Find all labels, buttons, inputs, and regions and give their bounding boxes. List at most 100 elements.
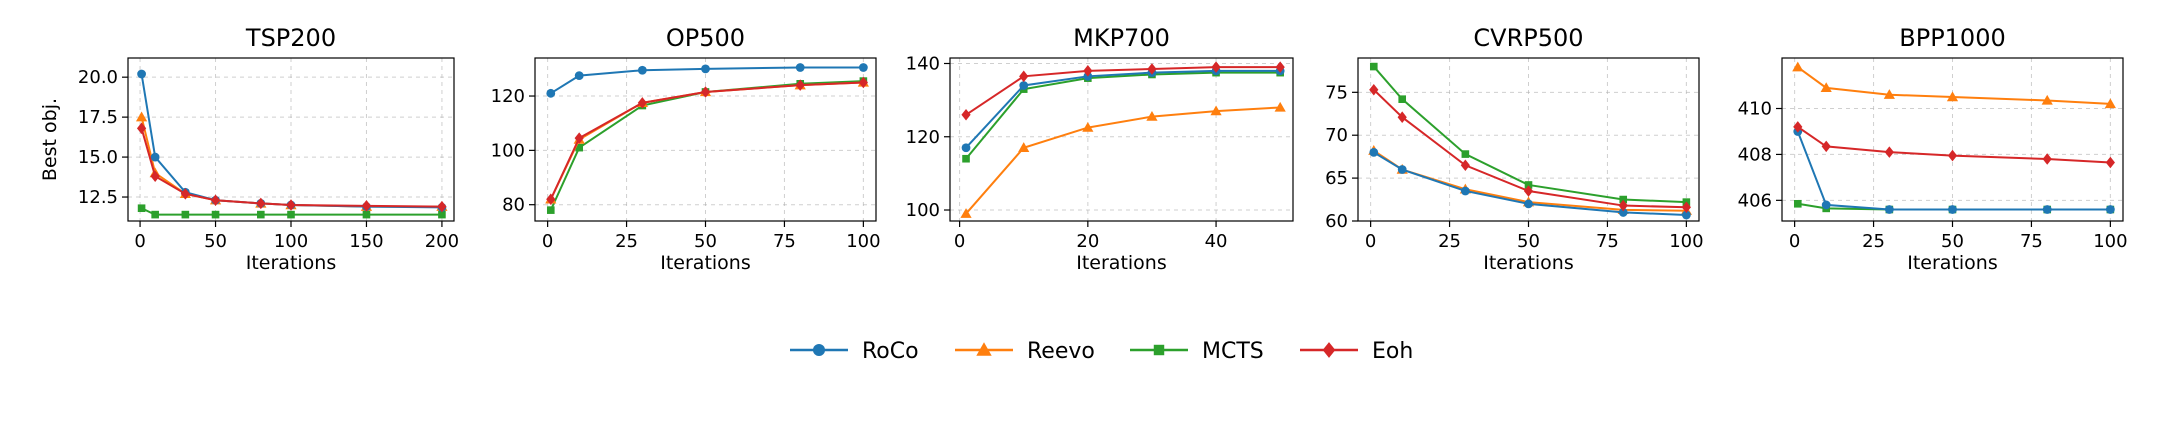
x-tick-label: 40 xyxy=(1205,231,1228,252)
data-point-mcts xyxy=(362,210,371,219)
y-tick-label: 140 xyxy=(906,53,940,74)
x-axis-label: Iterations xyxy=(1483,252,1574,274)
panels: 0 50 100 150 20012.515.017.520.0TSP200Iterat… xyxy=(39,24,2128,274)
series-eoh xyxy=(961,61,1285,121)
panel-mkp700: 0 20 40 100 120 140 MKP700 Iterations xyxy=(906,24,1294,274)
panel-tsp200: 0 50 100 150 200 12.5 15.0 17.5 20.0 TSP200 Iterat… xyxy=(39,24,459,274)
data-point-mcts xyxy=(438,210,446,219)
data-point-reevo xyxy=(1946,91,1959,102)
data-point-roco xyxy=(795,63,805,72)
series-line-reevo xyxy=(549,81,864,200)
data-point-eoh xyxy=(1821,140,1831,153)
data-point-roco xyxy=(546,88,556,98)
x-tick-label: 50 xyxy=(694,231,717,252)
data-point-eoh xyxy=(1618,199,1628,212)
data-point-roco xyxy=(701,64,710,74)
series-line-eoh xyxy=(549,81,864,200)
data-point-eoh xyxy=(1884,146,1894,158)
legend-marker-mcts xyxy=(1153,344,1165,356)
series-reevo xyxy=(1792,61,2116,109)
series-line-mcts xyxy=(549,80,864,211)
series-line-eoh xyxy=(1373,89,1687,209)
panel-title: BPP1000 xyxy=(1899,24,2006,52)
data-point-eoh xyxy=(1681,201,1691,214)
series-mcts xyxy=(962,68,1284,163)
data-point-mcts xyxy=(1369,62,1378,71)
x-tick-label: 20 xyxy=(1076,231,1099,252)
data-point-roco xyxy=(1618,208,1628,217)
panel-title: CVRP500 xyxy=(1473,24,1583,52)
data-point-reevo xyxy=(1883,89,1895,99)
legend-label: RoCo xyxy=(862,339,919,364)
panel-title: OP500 xyxy=(666,24,745,52)
data-point-reevo xyxy=(1210,105,1222,116)
data-point-reevo xyxy=(2104,98,2116,109)
legend: RoCo Reevo MCTS Eoh xyxy=(790,339,1413,364)
data-point-mcts xyxy=(575,143,584,152)
y-tick-label: 100 xyxy=(491,140,525,161)
x-tick-label: 75 xyxy=(1596,231,1619,252)
x-tick-label: 0 xyxy=(134,231,145,252)
data-point-eoh xyxy=(1369,83,1379,96)
data-point-mcts xyxy=(257,210,265,219)
data-point-eoh xyxy=(2042,153,2052,165)
data-point-roco xyxy=(961,143,971,153)
x-axis-label: Iterations xyxy=(660,252,751,274)
data-point-reevo xyxy=(1082,121,1094,132)
x-tick-label: 200 xyxy=(425,231,459,252)
y-tick-label: 408 xyxy=(1738,144,1772,165)
data-point-roco xyxy=(1884,205,1894,214)
data-point-mcts xyxy=(962,154,970,163)
data-point-roco xyxy=(1369,147,1379,157)
legend-item-mcts: MCTS xyxy=(1130,339,1264,364)
data-point-eoh xyxy=(637,97,647,109)
data-point-reevo xyxy=(1018,142,1030,152)
series-line-roco xyxy=(550,66,864,95)
series-mcts xyxy=(546,77,868,214)
legend-item-roco: RoCo xyxy=(790,339,919,364)
x-tick-label: 25 xyxy=(615,231,638,252)
series-roco xyxy=(1369,147,1691,220)
data-point-mcts xyxy=(287,210,295,219)
legend-label: Eoh xyxy=(1372,339,1413,364)
data-point-roco xyxy=(574,71,584,81)
data-point-eoh xyxy=(1083,65,1093,77)
series-roco xyxy=(961,66,1285,153)
data-point-eoh xyxy=(286,199,296,211)
data-point-eoh xyxy=(1147,63,1157,75)
y-tick-label: 60 xyxy=(1325,211,1348,232)
data-point-roco xyxy=(1681,210,1691,220)
x-tick-label: 0 xyxy=(542,231,553,252)
data-point-roco xyxy=(2105,205,2115,214)
x-tick-label: 75 xyxy=(2020,231,2043,252)
series-roco xyxy=(546,63,868,98)
x-tick-label: 75 xyxy=(773,231,796,252)
data-point-mcts xyxy=(1793,199,1802,208)
x-axis-label: Iterations xyxy=(1907,252,1998,274)
data-point-mcts xyxy=(211,210,220,219)
y-tick-label: 65 xyxy=(1325,168,1348,189)
data-point-roco xyxy=(858,63,868,72)
series-line-eoh xyxy=(1797,126,2111,164)
y-tick-label: 20.0 xyxy=(78,67,118,88)
legend-marker-reevo xyxy=(976,342,992,356)
y-tick-label: 406 xyxy=(1738,190,1772,211)
y-tick-label: 120 xyxy=(491,86,525,107)
x-axis-label: Iterations xyxy=(246,252,337,274)
series-line-eoh xyxy=(140,128,442,208)
data-point-roco xyxy=(1019,81,1029,90)
data-point-eoh xyxy=(1019,70,1029,83)
data-point-eoh xyxy=(858,76,868,89)
plot-frame xyxy=(949,57,1294,222)
data-point-eoh xyxy=(1275,61,1285,73)
y-tick-label: 12.5 xyxy=(78,187,118,208)
series-line-mcts xyxy=(1373,65,1687,204)
series-line-eoh xyxy=(965,66,1281,116)
data-point-roco xyxy=(1524,199,1533,209)
data-point-mcts xyxy=(151,210,159,219)
y-tick-label: 80 xyxy=(502,195,525,216)
data-point-eoh xyxy=(961,109,971,121)
data-point-reevo xyxy=(1820,82,1832,93)
x-tick-label: 0 xyxy=(1789,231,1800,252)
